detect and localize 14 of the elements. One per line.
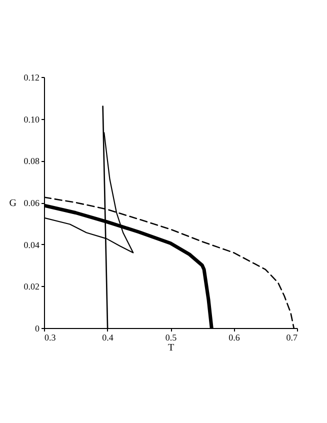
- y-tick-label: 0: [35, 324, 40, 334]
- y-tick-label: 0.12: [24, 72, 40, 82]
- x-axis-title: T: [168, 342, 174, 354]
- x-tick-label: 0.6: [228, 332, 240, 342]
- x-tick-label: 0.3: [44, 332, 56, 342]
- y-tick-label: 0.06: [24, 198, 40, 208]
- x-tick-label: 0.4: [102, 332, 114, 342]
- y-axis-title: G: [9, 198, 16, 209]
- y-tick-label: 0.04: [24, 240, 40, 250]
- y-tick-label: 0.10: [24, 114, 40, 124]
- y-tick-label: 0.02: [24, 282, 40, 292]
- x-tick-label: 0.7: [286, 332, 298, 342]
- x-tick-label: 0.5: [165, 332, 178, 342]
- y-tick-label: 0.08: [24, 156, 40, 166]
